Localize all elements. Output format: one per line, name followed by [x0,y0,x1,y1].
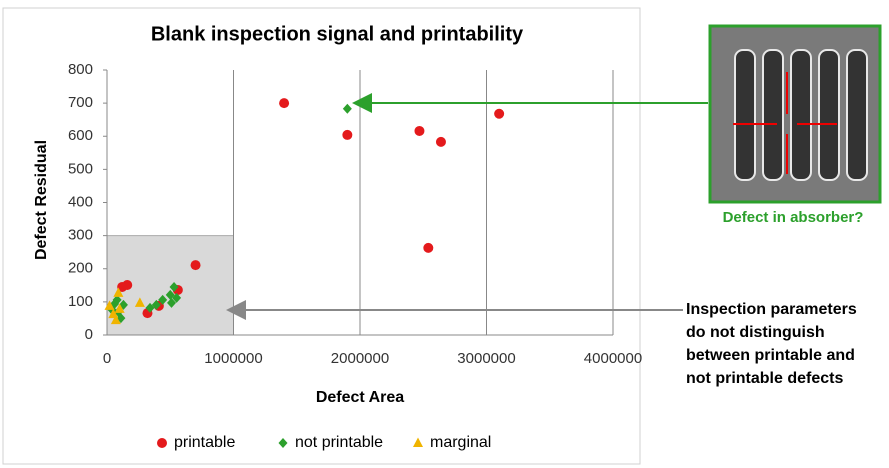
x-tick-label: 0 [103,350,111,367]
point [494,109,504,119]
y-tick-label: 500 [68,160,93,177]
y-tick-label: 800 [68,61,93,78]
legend-label: marginal [430,434,491,451]
note-line: do not distinguish [686,324,825,341]
figure: Blank inspection signal and printability… [0,0,889,468]
y-tick-label: 300 [68,227,93,244]
page: {"chart_data": {"type": "scatter", "titl… [0,0,889,468]
point [342,130,352,140]
note-line: between printable and [686,347,855,364]
inset-image [710,26,880,202]
chart-title: Blank inspection signal and printability [151,23,524,45]
legend-label: not printable [295,434,383,451]
note-line: Inspection parameters [686,301,857,318]
point [414,126,424,136]
x-tick-label: 3000000 [457,350,515,367]
x-axis-label: Defect Area [316,389,404,406]
x-tick-label: 4000000 [584,350,642,367]
y-tick-label: 100 [68,293,93,310]
y-tick-label: 700 [68,94,93,111]
y-tick-label: 600 [68,127,93,144]
legend-label: printable [174,434,235,451]
point [279,98,289,108]
point [436,137,446,147]
point [157,438,167,448]
note-line: not printable defects [686,370,843,387]
y-tick-label: 400 [68,193,93,210]
y-tick-label: 200 [68,260,93,277]
point [122,280,132,290]
y-tick-label: 0 [85,326,93,343]
x-tick-label: 1000000 [204,350,262,367]
point [191,260,201,270]
point [423,243,433,253]
x-tick-label: 2000000 [331,350,389,367]
image-caption: Defect in absorber? [723,209,864,226]
y-axis-label: Defect Residual [33,140,50,260]
note: Inspection parameters do not distinguish b… [686,301,857,387]
